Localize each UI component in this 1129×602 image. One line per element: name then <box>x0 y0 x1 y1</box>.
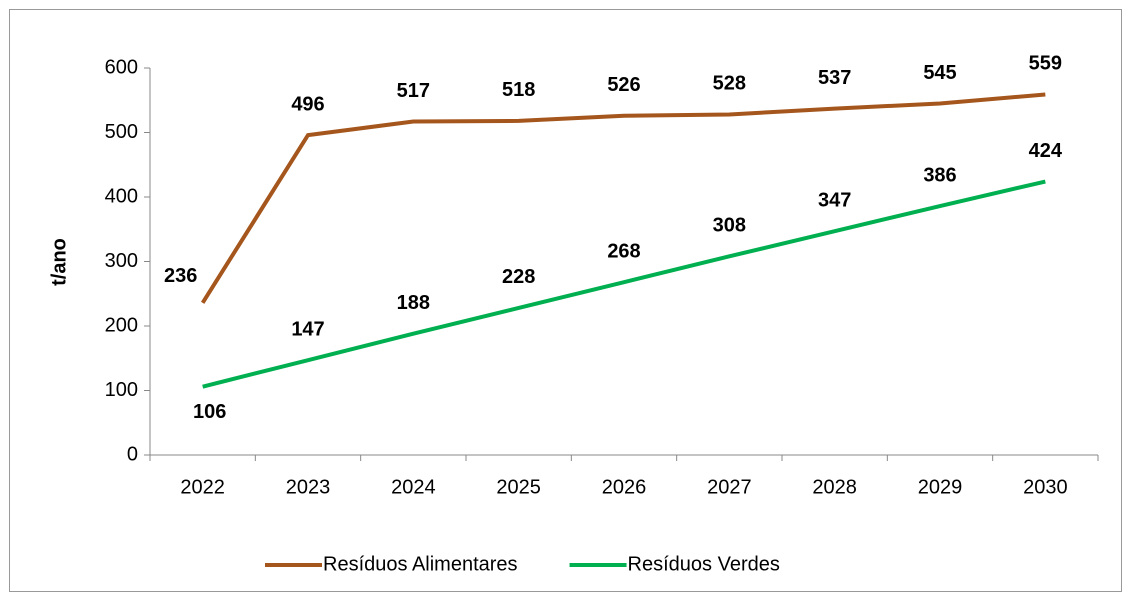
y-tick-label: 300 <box>105 250 138 272</box>
data-label: 147 <box>291 318 324 340</box>
y-tick-label: 100 <box>105 379 138 401</box>
data-label: 308 <box>713 215 746 237</box>
data-label: 496 <box>291 93 324 115</box>
data-label: 424 <box>1029 140 1063 162</box>
data-label: 528 <box>713 73 746 95</box>
data-label: 347 <box>818 189 851 211</box>
x-tick-label: 2030 <box>1023 476 1068 498</box>
data-label: 386 <box>923 164 956 186</box>
x-tick-label: 2028 <box>812 476 857 498</box>
x-tick-label: 2023 <box>286 476 331 498</box>
line <box>200 92 1046 304</box>
x-tick-label: 2026 <box>602 476 647 498</box>
data-label: 517 <box>397 80 430 102</box>
x-tick-label: 2025 <box>496 476 541 498</box>
y-tick-label: 0 <box>127 443 138 465</box>
y-tick-label: 500 <box>105 121 138 143</box>
y-axis-label: t/ano <box>48 238 70 286</box>
y-tick-label: 200 <box>105 314 138 336</box>
data-label: 545 <box>923 62 956 84</box>
data-label: 106 <box>193 401 226 423</box>
data-label: 537 <box>818 67 851 89</box>
data-label: 559 <box>1029 53 1062 75</box>
x-tick-label: 2024 <box>391 476 436 498</box>
legend-label: Resíduos Verdes <box>628 553 780 575</box>
data-label: 236 <box>164 265 197 287</box>
data-label: 188 <box>397 292 430 314</box>
data-label: 518 <box>502 79 535 101</box>
y-tick-label: 600 <box>105 56 138 78</box>
x-tick-label: 2029 <box>918 476 963 498</box>
data-label: 228 <box>502 266 535 288</box>
line <box>202 179 1046 389</box>
x-tick-label: 2022 <box>180 476 225 498</box>
data-label: 268 <box>607 240 640 262</box>
legend-label: Resíduos Alimentares <box>323 553 518 575</box>
data-label: 526 <box>607 74 640 96</box>
x-tick-label: 2027 <box>707 476 752 498</box>
y-tick-label: 400 <box>105 185 138 207</box>
chart-border <box>9 9 1122 592</box>
